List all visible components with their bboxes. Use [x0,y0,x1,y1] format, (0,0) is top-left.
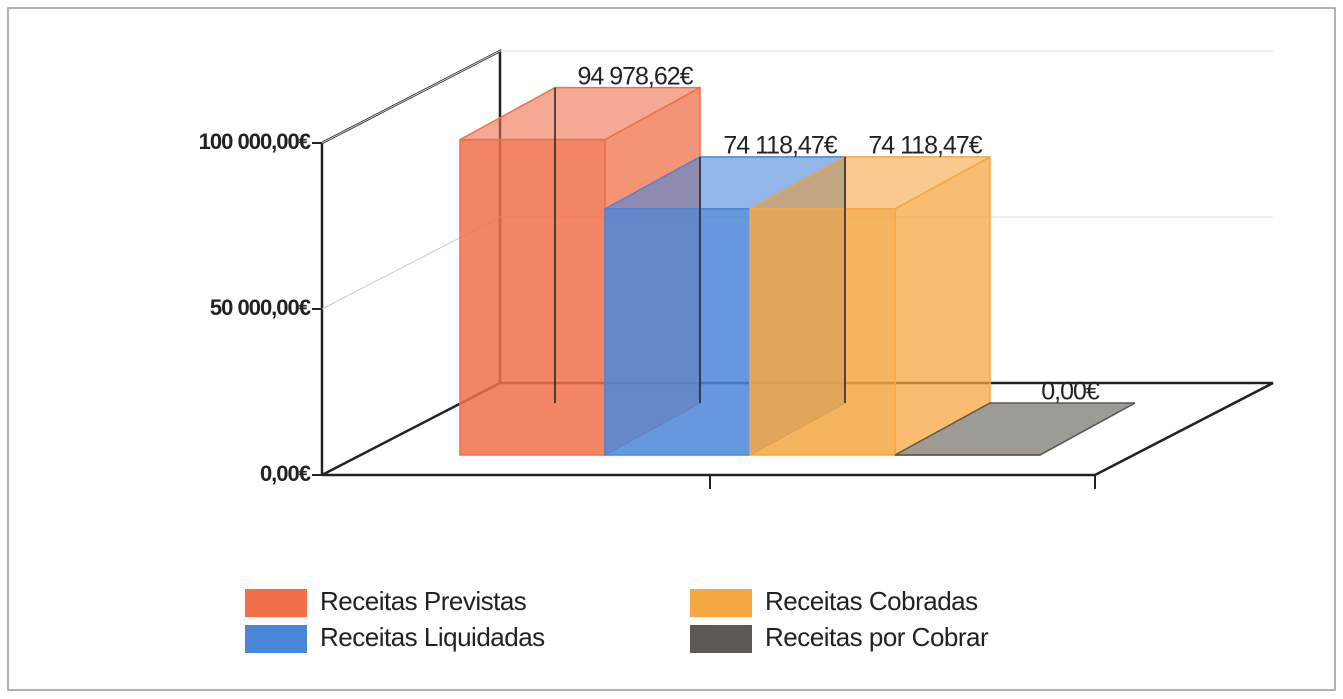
bar-face [604,208,751,456]
legend-label: Receitas Previstas [320,586,527,616]
value-label: 74 118,47€ [723,132,837,160]
legend-label: Receitas Cobradas [765,586,978,616]
legend-swatch [690,625,752,653]
grid-line [321,50,501,144]
chart-border [7,7,1336,691]
bar [749,155,991,457]
bar-face [459,138,606,456]
bar-face [749,208,896,456]
legend-label: Receitas por Cobrar [765,622,989,652]
legend-swatch [245,625,307,653]
bar [894,402,1136,456]
legend-label: Receitas Liquidadas [320,622,545,652]
value-label: 74 118,47€ [868,132,982,160]
floor [321,381,1274,477]
legend-swatch [690,589,752,617]
y-tick-label: 100 000,00€ [199,129,311,154]
value-label: 0,00€ [1041,378,1100,406]
value-label: 94 978,62€ [577,62,693,90]
legend-swatch [245,589,307,617]
y-tick-label: 0,00€ [260,461,311,486]
y-tick-label: 50 000,00€ [210,295,311,320]
